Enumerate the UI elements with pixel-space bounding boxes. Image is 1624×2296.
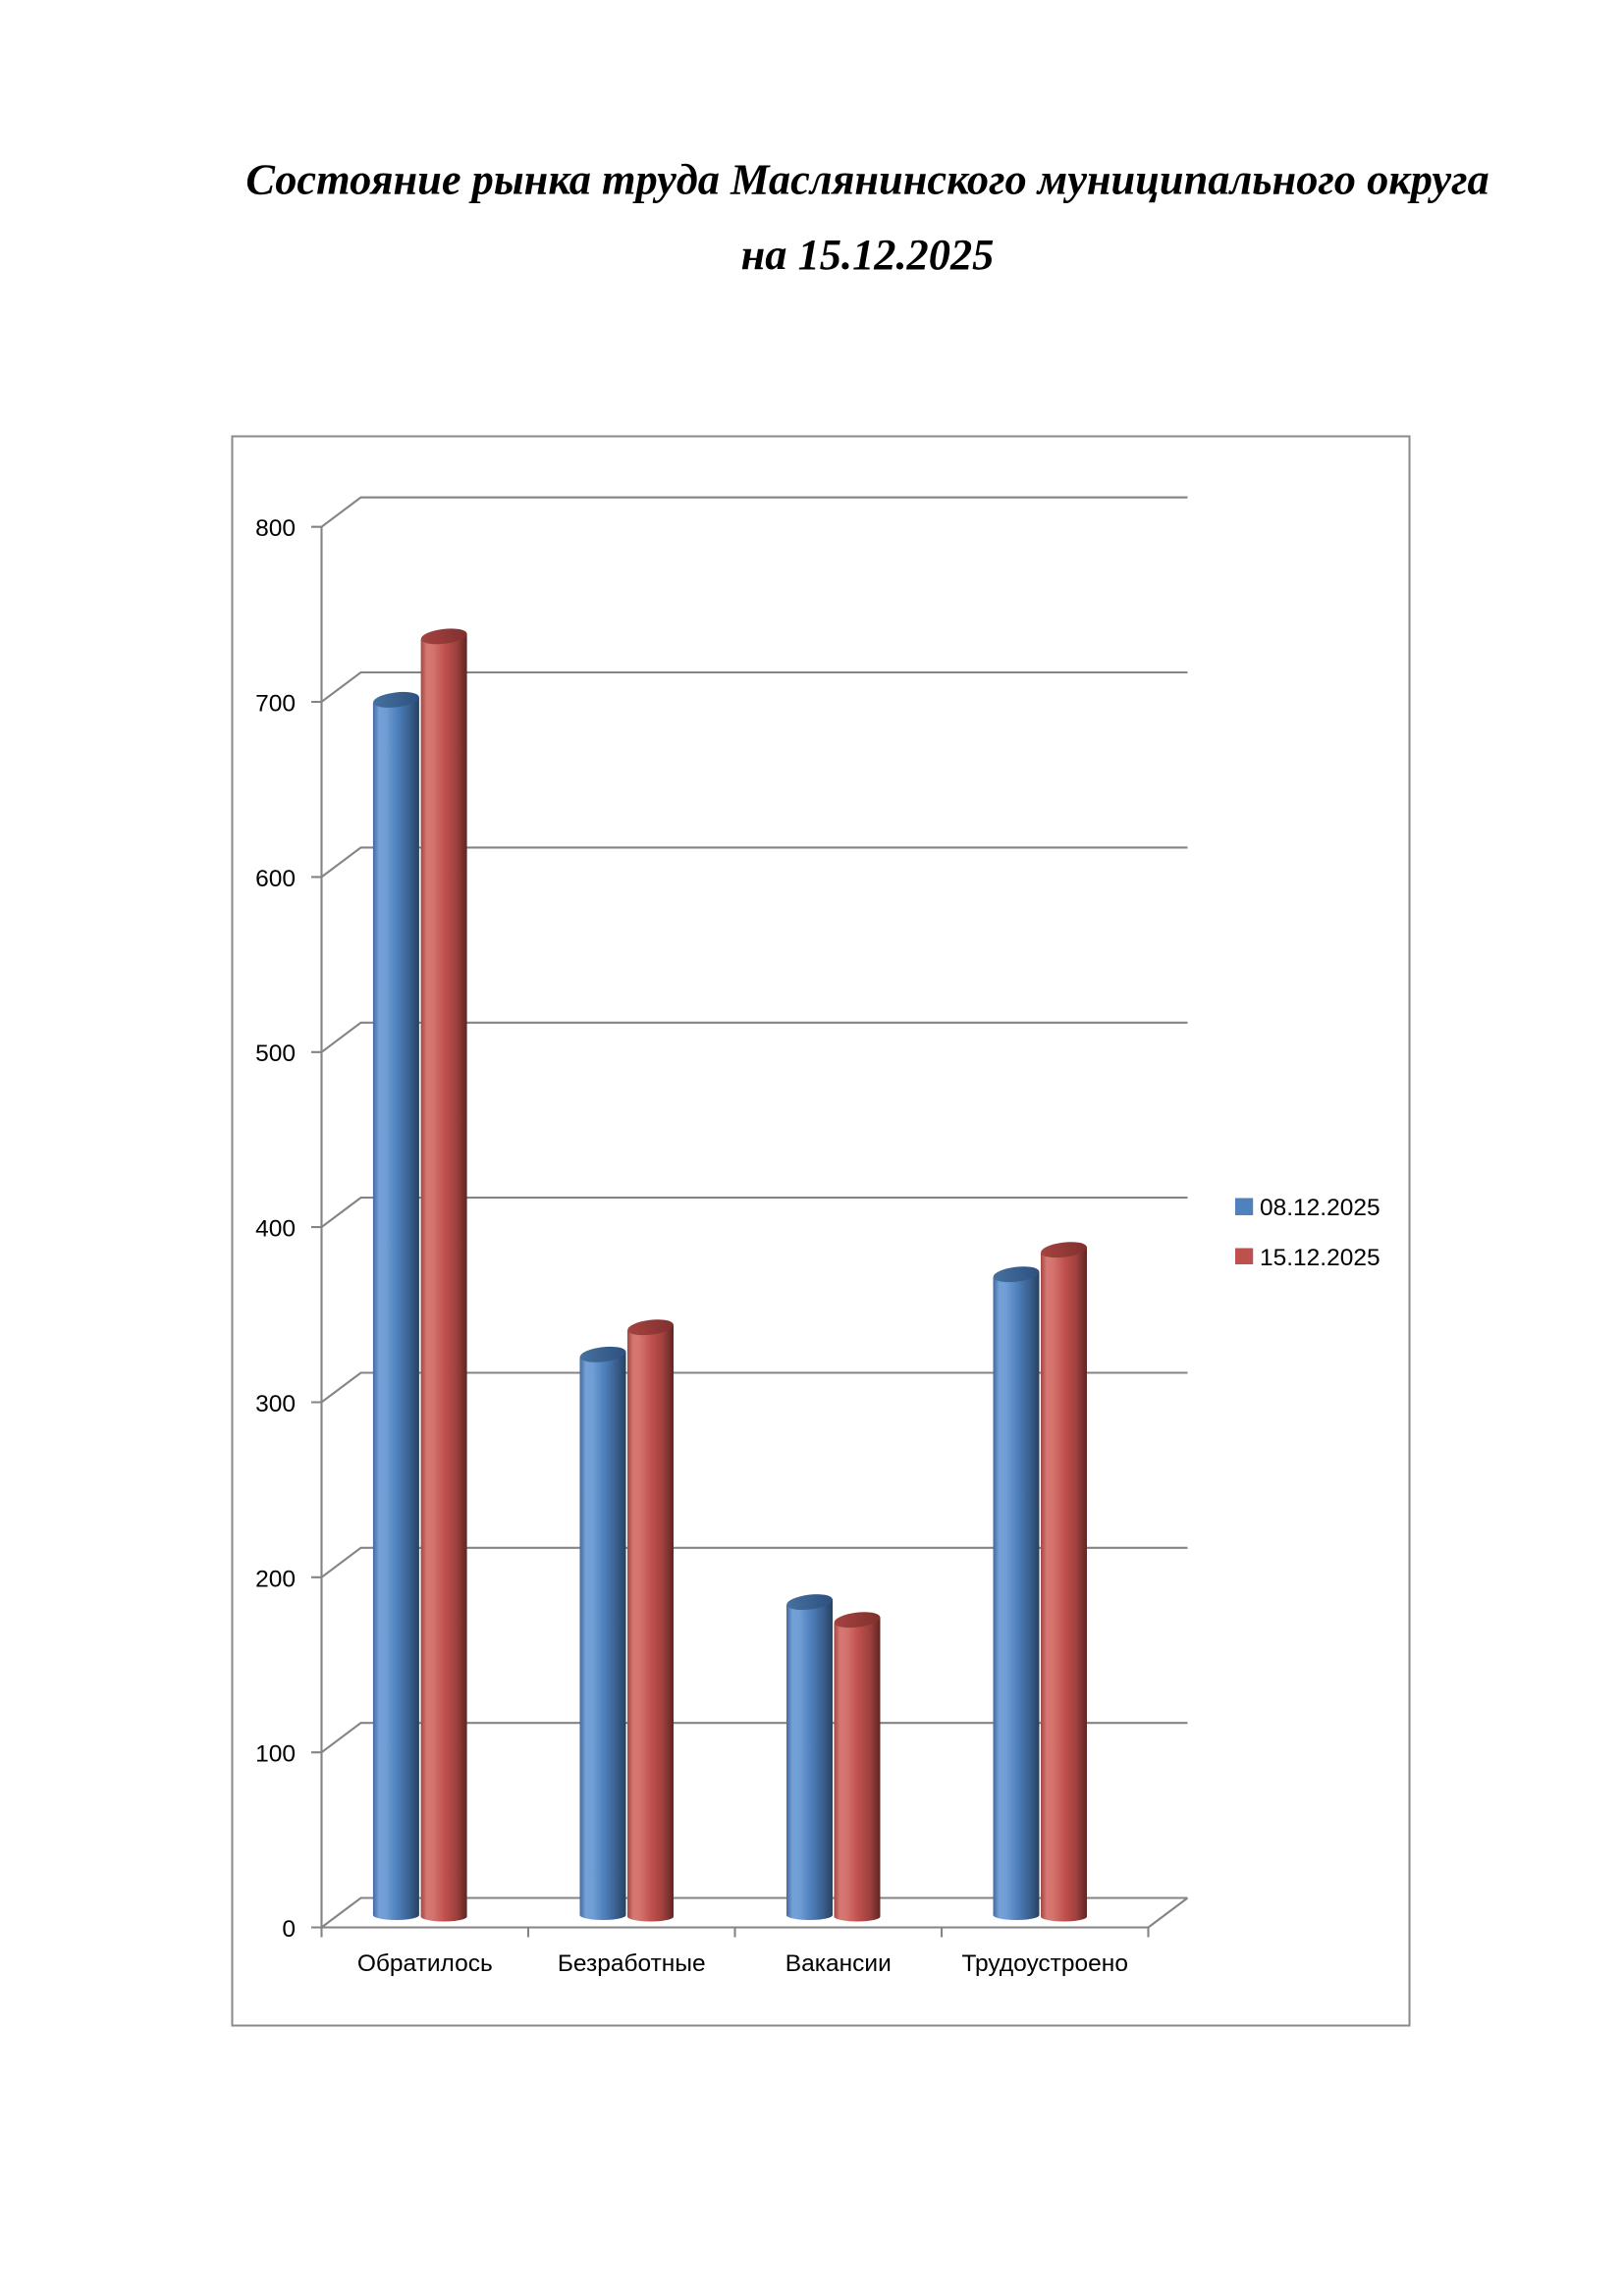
svg-text:100: 100 xyxy=(255,1741,296,1768)
svg-text:15.12.2025: 15.12.2025 xyxy=(1260,1245,1380,1271)
svg-text:700: 700 xyxy=(255,691,296,718)
svg-text:800: 800 xyxy=(255,515,296,542)
svg-text:Обратилось: Обратилось xyxy=(357,1950,493,1977)
svg-text:400: 400 xyxy=(255,1216,296,1243)
svg-text:на 15.12.2025: на 15.12.2025 xyxy=(741,230,995,279)
svg-text:600: 600 xyxy=(255,866,296,892)
svg-text:300: 300 xyxy=(255,1391,296,1417)
svg-text:Безработные: Безработные xyxy=(558,1950,706,1977)
svg-text:0: 0 xyxy=(282,1916,296,1943)
svg-text:500: 500 xyxy=(255,1041,296,1067)
svg-text:Состояние рынка труда Маслянин: Состояние рынка труда Маслянинского муни… xyxy=(245,155,1489,204)
svg-text:08.12.2025: 08.12.2025 xyxy=(1260,1195,1380,1221)
svg-text:200: 200 xyxy=(255,1566,296,1592)
svg-text:Трудоустроено: Трудоустроено xyxy=(961,1950,1128,1977)
svg-text:Вакансии: Вакансии xyxy=(785,1950,892,1977)
